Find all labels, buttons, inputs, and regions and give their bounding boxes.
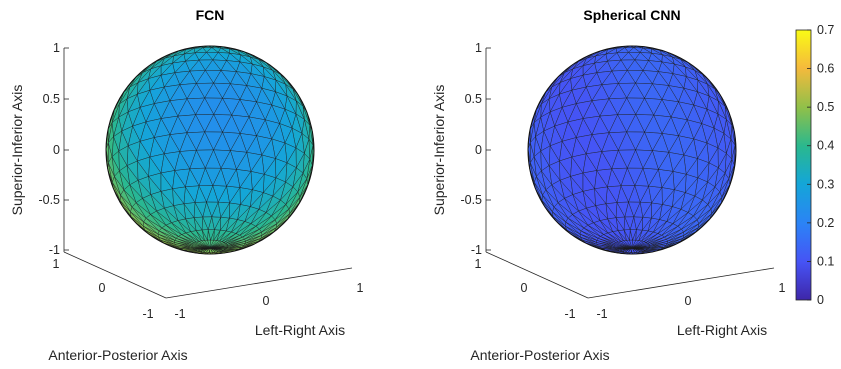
z-tick-label: -1 <box>471 243 482 257</box>
y-tick-label: -1 <box>564 307 575 321</box>
sphere-outline <box>105 45 315 255</box>
z-tick-label: 0.5 <box>43 92 60 106</box>
z-tick-label: 1 <box>53 41 60 55</box>
plot-title: FCN <box>196 7 225 23</box>
colorbar-tick-label: 0.3 <box>817 177 834 191</box>
z-tick-label: 0.5 <box>465 92 482 106</box>
plot-title: Spherical CNN <box>583 7 680 23</box>
x-tick-label: 1 <box>779 281 786 295</box>
mesh-face <box>618 149 636 169</box>
y-tick-label: -1 <box>142 307 153 321</box>
plot-fcn: FCN 1 0.5 0 -0.5 -1 Superior-Inferior Ax… <box>9 7 364 363</box>
colorbar-tick-label: 0.4 <box>817 139 834 153</box>
y-tick-label: 1 <box>53 257 60 271</box>
x-tick-label: 1 <box>357 281 364 295</box>
y-tick-label: 0 <box>99 281 106 295</box>
colorbar-tick-label: 0.5 <box>817 100 834 114</box>
colorbar-tick-label: 0.6 <box>817 62 834 76</box>
x-tick-label: -1 <box>174 307 185 321</box>
z-tick-label: 1 <box>475 41 482 55</box>
y-axis-line <box>485 251 589 299</box>
x-tick-label: 0 <box>263 294 270 308</box>
colorbar-tick-label: 0 <box>817 293 824 307</box>
x-axis-label: Left-Right Axis <box>677 322 767 338</box>
z-axis-label: Superior-Inferior Axis <box>431 85 447 216</box>
z-axis-label: Superior-Inferior Axis <box>9 85 25 216</box>
x-tick-label: -1 <box>596 307 607 321</box>
plot-spherical-cnn: Spherical CNN 1 0.5 0 -0.5 -1 Superior-I… <box>431 7 786 363</box>
sphere-outline <box>527 45 737 255</box>
y-axis-label: Anterior-Posterior Axis <box>48 347 187 363</box>
z-tick-label: 0 <box>53 143 60 157</box>
x-axis-line <box>587 267 775 299</box>
mesh-face <box>196 149 214 169</box>
y-axis-line <box>63 251 167 299</box>
x-tick-label: 0 <box>685 294 692 308</box>
z-tick-label: -0.5 <box>38 193 60 207</box>
z-tick-label: 0 <box>475 143 482 157</box>
colorbar-tick-label: 0.7 <box>817 23 834 37</box>
colorbar-tick-label: 0.2 <box>817 216 834 230</box>
y-tick-label: 0 <box>521 281 528 295</box>
z-tick-label: -0.5 <box>460 193 482 207</box>
x-axis-line <box>165 267 353 299</box>
colorbar-tick-label: 0.1 <box>817 254 834 268</box>
colorbar-gradient <box>795 29 812 301</box>
sphere-surface-fcn <box>105 45 315 255</box>
z-tick-label: -1 <box>49 243 60 257</box>
y-axis-label: Anterior-Posterior Axis <box>470 347 609 363</box>
sphere-surface-spherical-cnn <box>527 45 737 255</box>
colorbar-ticks: 0 0.1 0.2 0.3 0.4 0.5 0.6 0.7 <box>807 23 834 307</box>
x-axis-label: Left-Right Axis <box>255 322 345 338</box>
y-tick-label: 1 <box>475 257 482 271</box>
colorbar: 0 0.1 0.2 0.3 0.4 0.5 0.6 0.7 <box>795 23 834 307</box>
